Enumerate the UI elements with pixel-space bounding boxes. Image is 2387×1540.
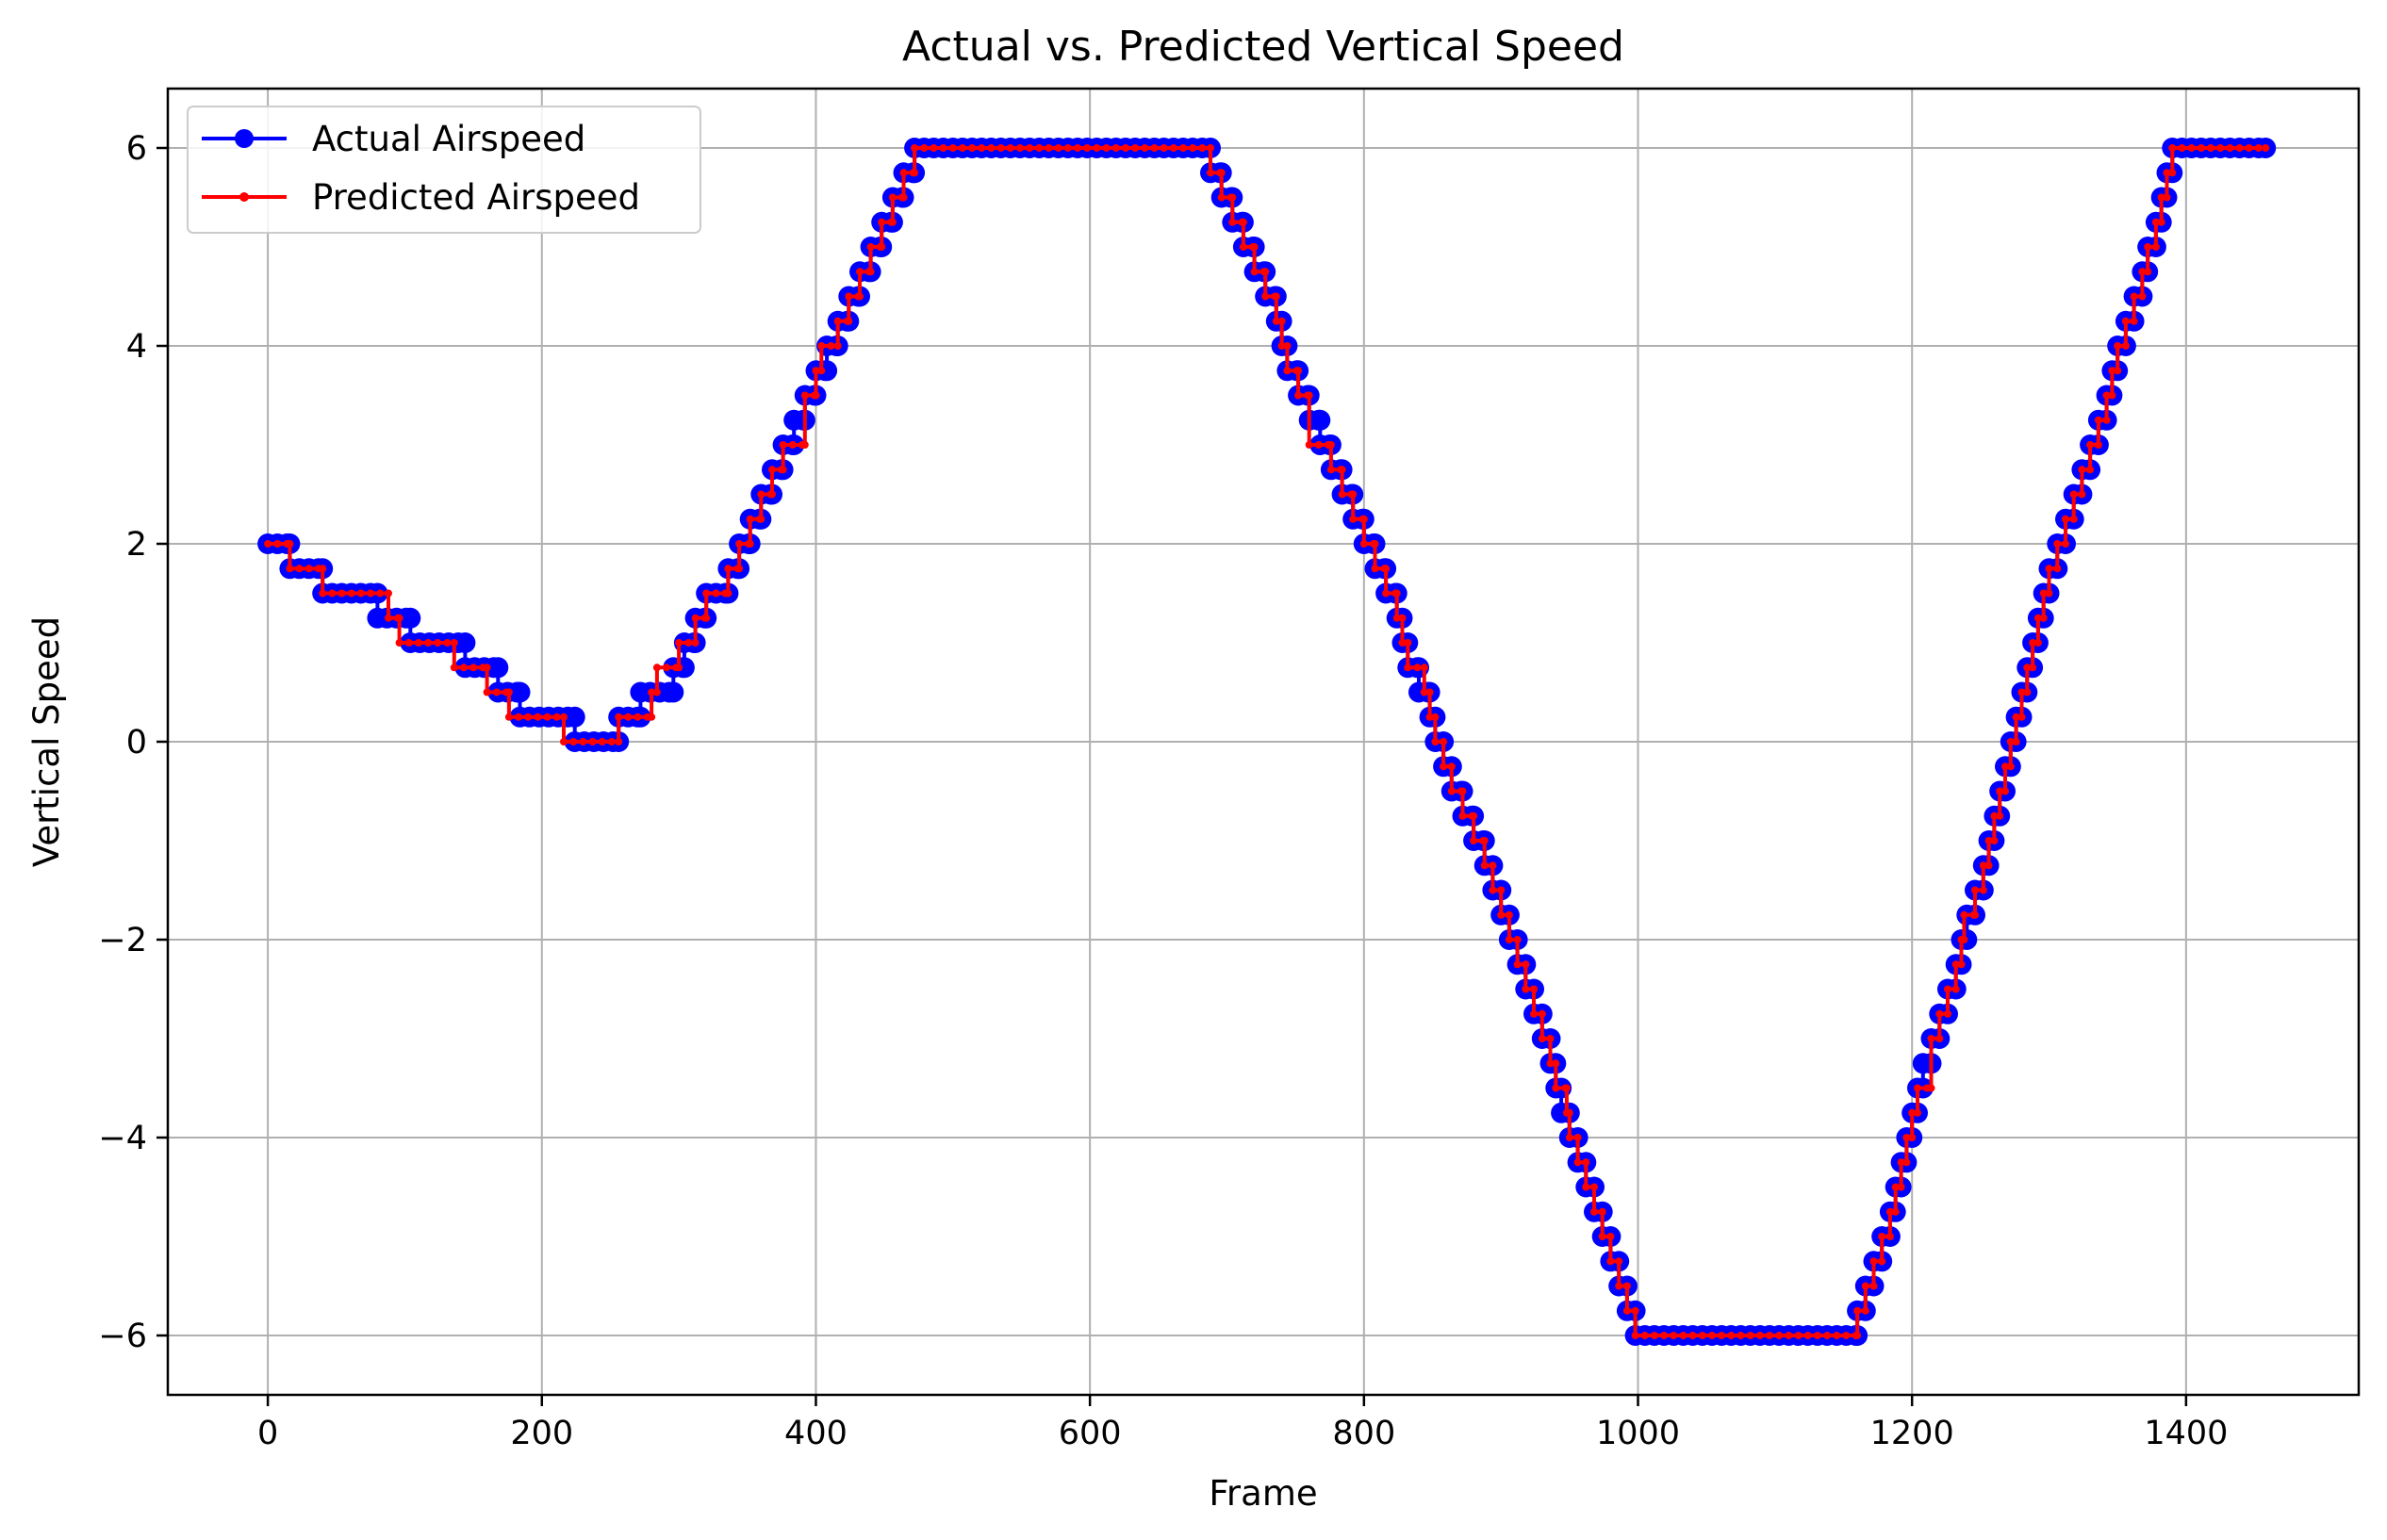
y-tick-label: −4 <box>98 1120 147 1157</box>
legend-actual-marker <box>235 129 254 148</box>
y-tick-label: 6 <box>126 130 147 168</box>
x-tick-label: 1400 <box>2144 1415 2228 1452</box>
legend: Actual Airspeed Predicted Airspeed <box>187 106 701 234</box>
x-tick-label: 0 <box>257 1415 278 1452</box>
x-axis-label: Frame <box>1209 1473 1317 1514</box>
x-tick-label: 1200 <box>1870 1415 1954 1452</box>
legend-predicted-marker <box>239 192 249 202</box>
y-axis-label: Vertical Speed <box>26 616 67 867</box>
y-tick-label: −2 <box>98 922 147 959</box>
x-tick-label: 1000 <box>1596 1415 1680 1452</box>
legend-predicted-label: Predicted Airspeed <box>312 177 640 218</box>
x-tick-label: 800 <box>1332 1415 1395 1452</box>
x-tick-label: 200 <box>510 1415 573 1452</box>
y-tick-label: −6 <box>98 1318 147 1355</box>
legend-box <box>187 106 701 234</box>
x-axis-ticks: 0 200 400 600 800 1000 1200 1400 <box>257 1395 2228 1452</box>
grid-lines <box>168 89 2359 1395</box>
predicted-line <box>268 146 2266 1337</box>
chart-title: Actual vs. Predicted Vertical Speed <box>902 23 1624 71</box>
x-tick-label: 400 <box>784 1415 848 1452</box>
y-tick-label: 4 <box>126 328 147 366</box>
y-axis-ticks: −6 −4 −2 0 2 4 6 <box>98 130 168 1355</box>
y-tick-label: 0 <box>126 724 147 762</box>
series-layer <box>257 138 2277 1346</box>
x-tick-label: 600 <box>1059 1415 1122 1452</box>
series-predicted <box>264 144 2270 1339</box>
y-tick-label: 2 <box>126 526 147 564</box>
legend-actual-label: Actual Airspeed <box>312 119 585 159</box>
